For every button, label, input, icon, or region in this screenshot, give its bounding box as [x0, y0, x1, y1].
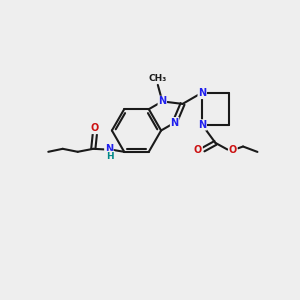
Text: O: O [229, 145, 237, 154]
Text: O: O [91, 123, 99, 134]
Text: N: N [198, 88, 206, 98]
Text: N: N [198, 120, 206, 130]
Text: N: N [158, 96, 166, 106]
Text: O: O [194, 145, 202, 154]
Text: N: N [170, 118, 179, 128]
Text: H: H [106, 152, 114, 160]
Text: CH₃: CH₃ [149, 74, 167, 83]
Text: N: N [105, 144, 113, 154]
